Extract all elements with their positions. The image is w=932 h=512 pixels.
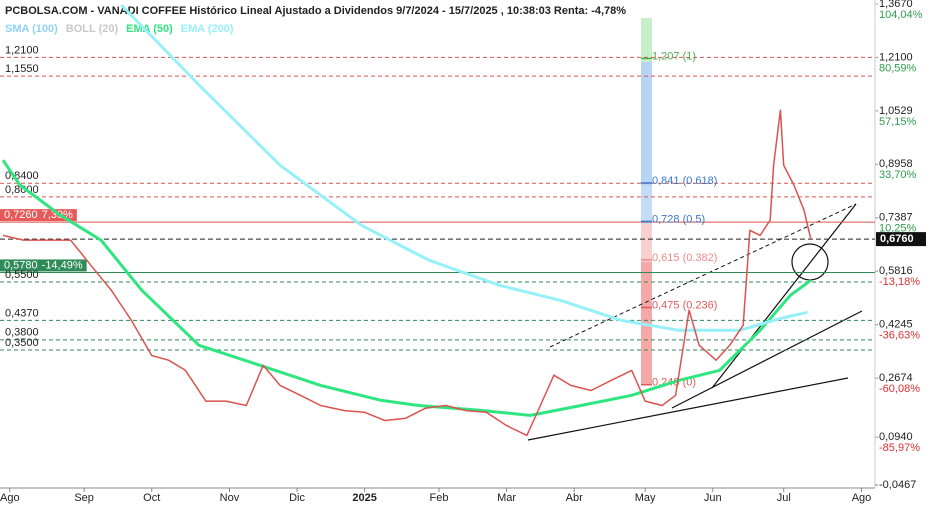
fib-label: 1,207 (1) [652,50,696,62]
y-tick-label: 0,7387 [879,212,913,224]
level-label: 1,1550 [5,63,39,75]
fib-band [641,262,652,384]
trend-line [671,310,863,409]
fib-band [641,186,652,224]
y-tick-label: 0,0940 [879,431,913,443]
price-line [2,109,812,437]
legend-entry: SMA (100) [5,23,58,35]
legend-entry: EMA (200) [181,23,234,35]
y-tick-label: 0,5816 [879,265,913,277]
level-label: 0,5780 [4,259,38,271]
fib-label: 0,728 (0.5) [652,213,705,225]
fib-band [641,18,652,62]
level-change: -14,49% [42,259,83,271]
fib-band [641,224,652,262]
legend-entry: EMA (50) [126,23,173,35]
level-label: 0,4370 [5,307,39,319]
y2-tick-label: 33,70% [879,169,917,181]
channel-line [549,203,857,348]
ema-line [120,3,808,332]
y-tick-label: 0,4245 [879,319,913,331]
x-tick-label: Oct [143,492,160,504]
x-tick-label: Feb [430,492,449,504]
x-tick-label: Jul [777,492,791,504]
x-tick-label: Nov [220,492,240,504]
fib-band [641,62,652,186]
y-tick-label: 0,8958 [879,158,913,170]
y2-tick-label: -60,08% [879,383,920,395]
x-tick-label: May [635,492,656,504]
x-tick-label: Jun [704,492,722,504]
x-tick-label: Abr [566,492,583,504]
y2-tick-label: -85,97% [879,442,920,454]
x-tick-label: Ago [0,492,20,504]
y2-tick-label: -36,63% [879,330,920,342]
level-label: 0,5500 [5,269,39,281]
x-tick-label: Ago [852,492,872,504]
level-label: 0,7260 [4,209,38,221]
y-tick-label: -0,0467 [879,479,916,491]
y2-tick-label: -13,18% [879,276,920,288]
level-box [0,259,87,272]
fib-label: 0,841 (0.618) [652,175,717,187]
last-price-box [876,232,926,247]
x-tick-label: 2025 [352,492,376,504]
y-tick-label: 0,2674 [879,372,913,384]
chart-title: PCBOLSA.COM - VANADI COFFEE Histórico Li… [5,5,626,17]
fib-label: 0,615 (0.382) [652,252,717,264]
fib-label: 0,475 (0.236) [652,299,717,311]
x-tick-label: Mar [497,492,516,504]
x-tick-label: Sep [74,492,94,504]
y2-tick-label: 80,59% [879,62,917,74]
y2-tick-label: 57,15% [879,116,917,128]
level-label: 0,3500 [5,337,39,349]
y-tick-label: 1,3670 [879,0,913,10]
legend-entry: BOLL (20) [66,23,119,35]
level-label: 0,3800 [5,327,39,339]
trend-line [527,377,849,441]
level-label: 1,2100 [5,44,39,56]
y2-tick-label: 10,25% [879,223,917,235]
last-price-label: 0,6760 [880,233,914,245]
y2-tick-label: 104,04% [879,9,923,21]
y-tick-label: 1,0529 [879,105,913,117]
y-tick-label: 1,2100 [879,51,913,63]
ema-line [1,159,812,417]
trend-line [711,203,857,389]
x-tick-label: Dic [289,492,305,504]
